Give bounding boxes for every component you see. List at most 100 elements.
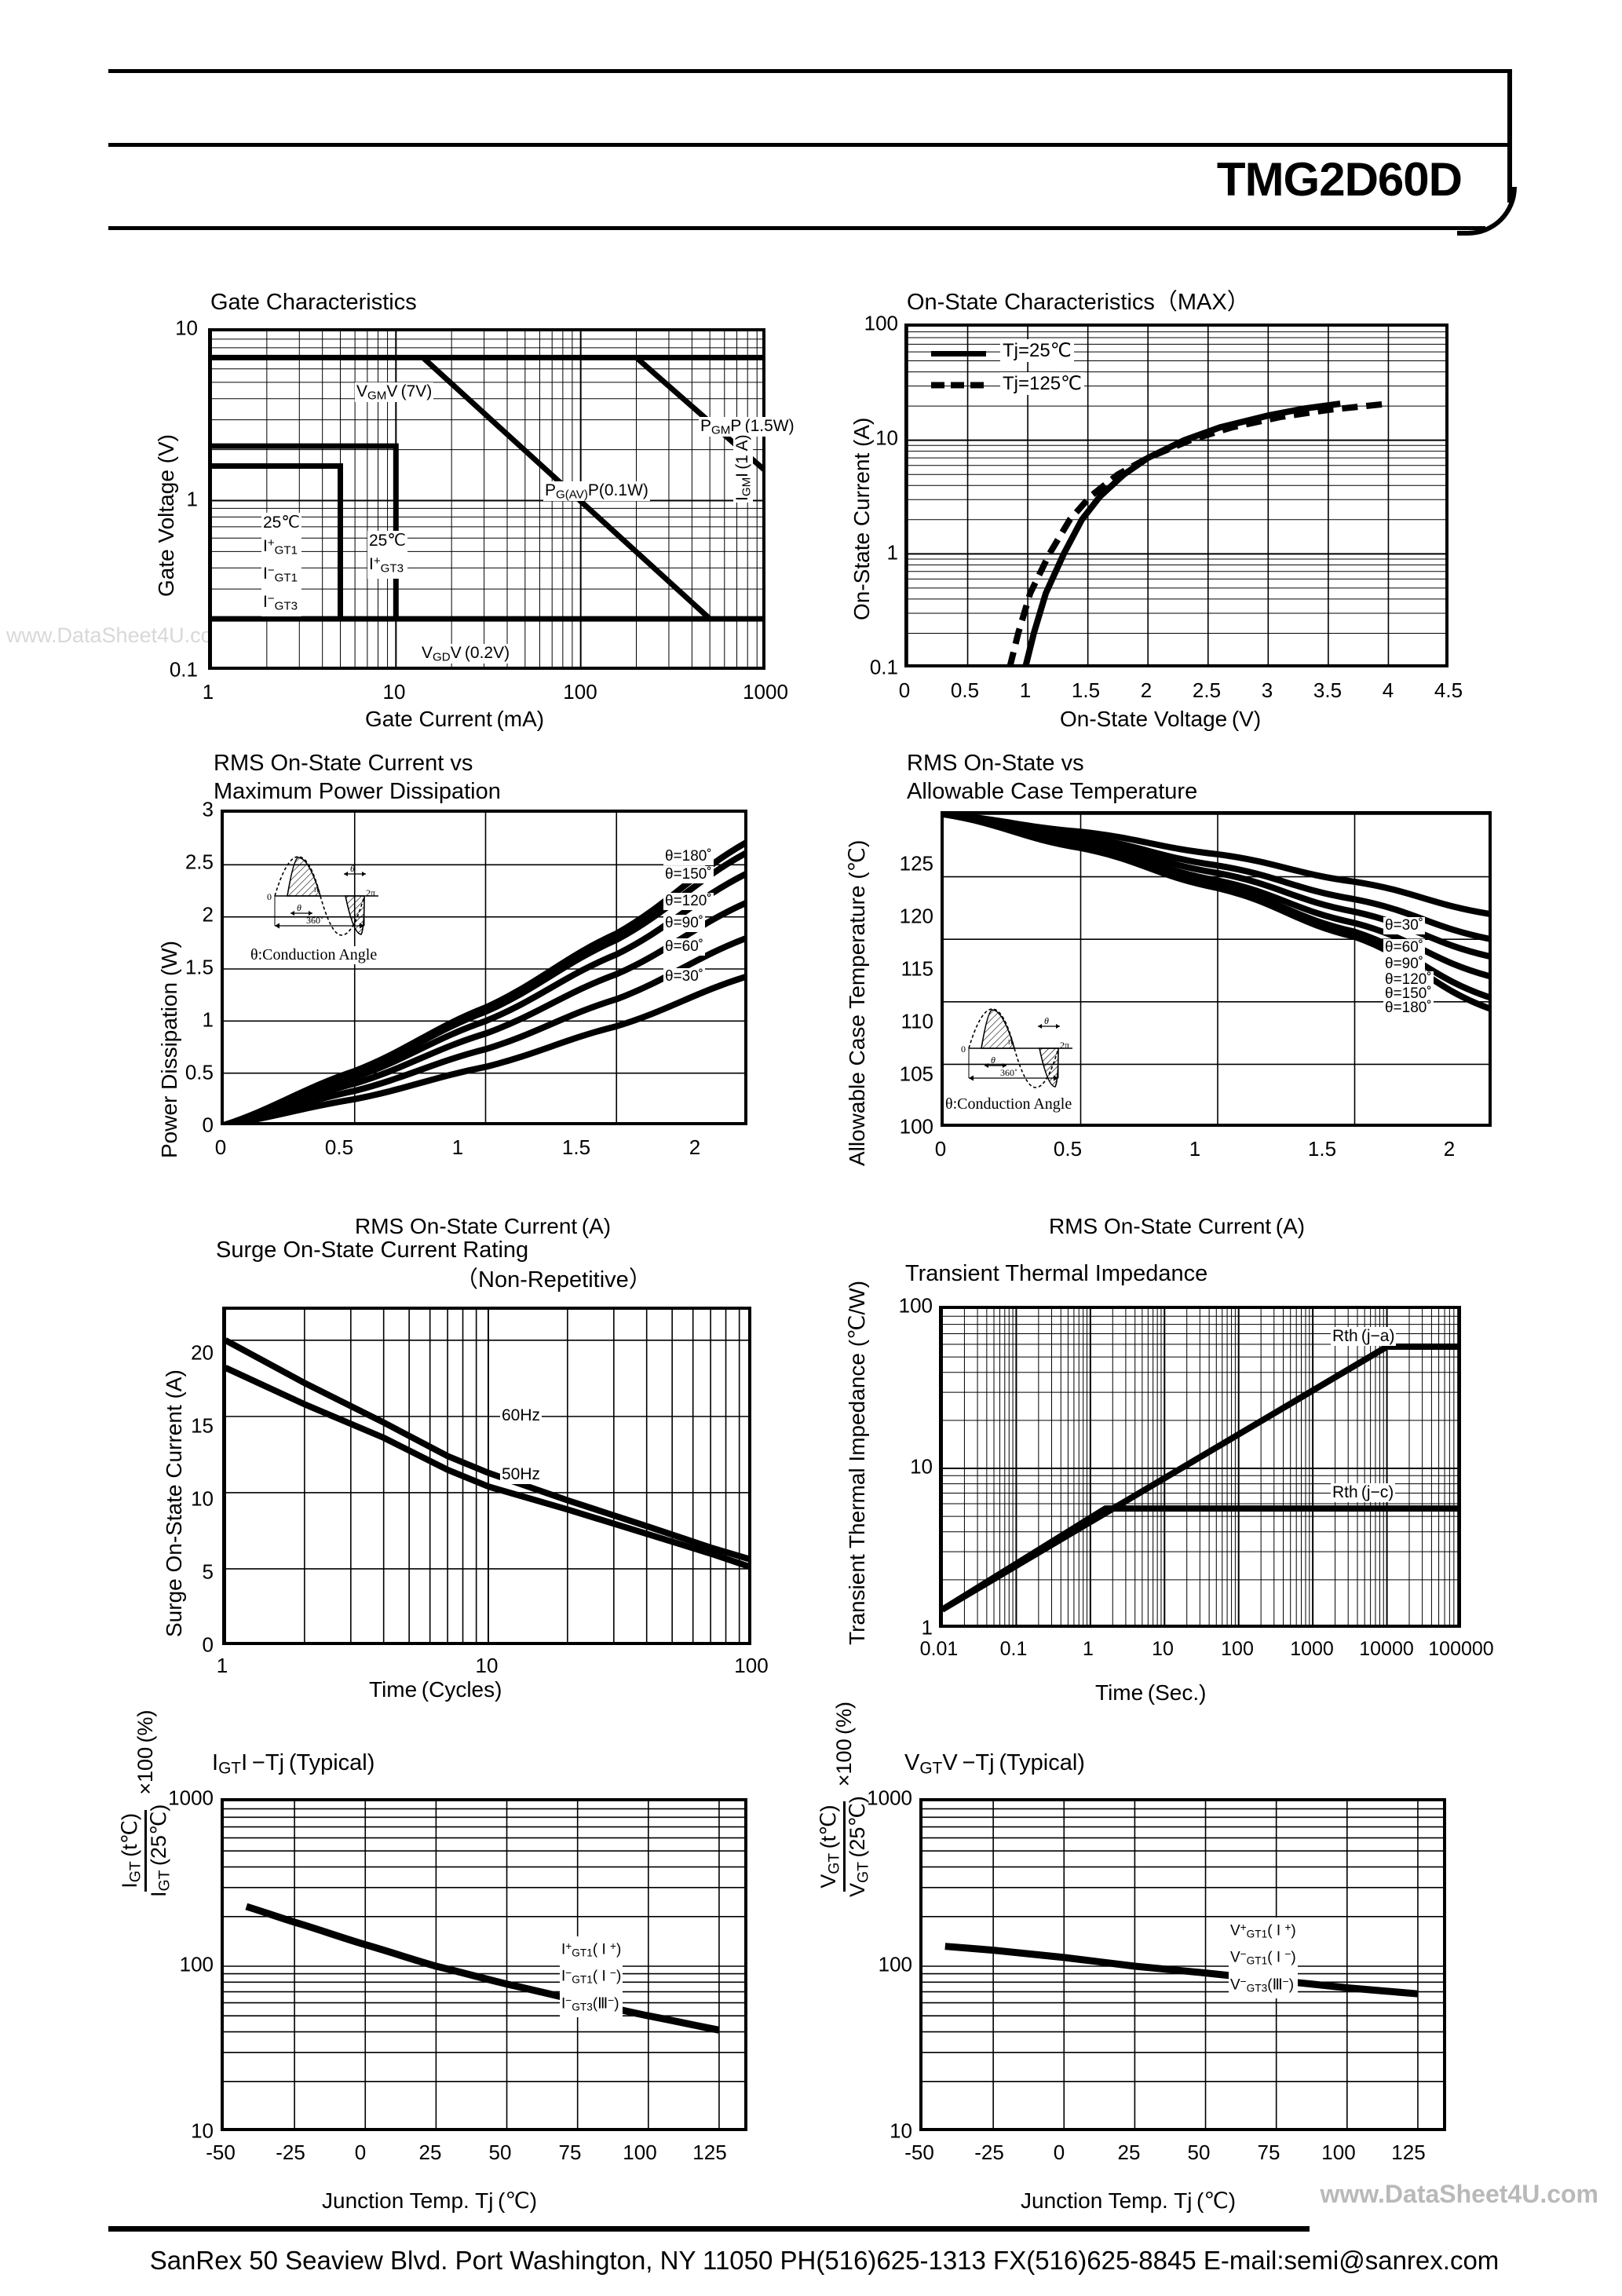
y-axis-label: Transient Thermal Impedance (℃/W) (845, 1280, 869, 1645)
data-curves (225, 1337, 748, 1570)
x-tick: -25 (276, 2141, 305, 2164)
series-legend: V+GT1( I +) V−GT1( I −) V−GT3(Ⅲ−) (1229, 1918, 1298, 1999)
x-tick: 100 (623, 2141, 657, 2164)
y-tick: 105 (899, 1062, 933, 1086)
series-label: θ=30˚ (663, 968, 706, 985)
x-tick: 0 (214, 1135, 227, 1159)
y-tick: 1 (886, 540, 898, 565)
y-axis-label: Gate Voltage (V) (154, 433, 178, 597)
y-tick: 10 (175, 316, 198, 340)
y-tick: 125 (899, 851, 933, 876)
series-label: V−GT3(Ⅲ−) (1229, 1971, 1298, 1999)
x-tick: 2 (1140, 678, 1153, 702)
y-tick: 0 (202, 1632, 214, 1657)
inset-pi: π (1008, 1036, 1013, 1047)
y-axis-label-tail: ×100 (%) (133, 1709, 157, 1795)
y-tick: 120 (899, 904, 933, 928)
igt3-minus: I−GT3 (261, 588, 301, 617)
annotation-pgav-text: P(0.1W) (587, 481, 648, 499)
y-axis-label: Allowable Case Temperature (℃) (845, 839, 869, 1166)
y-tick: 100 (898, 1293, 933, 1318)
legend-label: Tj=25℃ (1000, 339, 1074, 362)
y-tick: 1000 (168, 1786, 214, 1810)
series-label: Rth (j−c) (1331, 1483, 1396, 1502)
x-tick: 1 (451, 1135, 464, 1159)
chart-title-sub: GT (218, 1759, 242, 1778)
annotation-vgm-text: V (7V) (386, 382, 433, 400)
x-tick: 0.5 (324, 1135, 354, 1159)
y-tick: 10 (191, 2119, 214, 2143)
inset-span: 360˚ (1000, 1067, 1017, 1078)
data-curves (1006, 400, 1389, 664)
plot-area (208, 328, 765, 670)
y-axis-denominator: IGT (25℃) (146, 1804, 173, 1897)
conduction-angle-inset: 0 π 2π θ θ 360˚ (267, 856, 378, 936)
x-tick: 1 (1189, 1137, 1201, 1161)
annotation-igm-text: I (1 A) (733, 434, 751, 477)
data-curves (944, 1943, 1419, 1998)
y-tick: 5 (202, 1559, 214, 1584)
y-tick: 1 (186, 487, 198, 511)
series-label: Rth (j−a) (1331, 1327, 1397, 1346)
plot-area: V+GT1( I +) V−GT1( I −) V−GT3(Ⅲ−) (919, 1798, 1446, 2131)
series-label: θ=120˚ (663, 893, 714, 910)
series-label: 50Hz (500, 1465, 542, 1484)
plot-svg (908, 327, 1445, 664)
igt3-plus: I+GT3 (367, 551, 407, 579)
series-label: θ=120˚ (1383, 971, 1434, 989)
series-label: θ=60˚ (663, 938, 706, 956)
inset-caption: θ:Conduction Angle (944, 1095, 1074, 1113)
inset-twopi: 2π (1060, 1040, 1069, 1051)
x-tick: 1 (216, 1654, 228, 1677)
x-tick: 2 (1443, 1137, 1456, 1161)
y-tick: 1.5 (184, 955, 214, 979)
chart-title-sub: GT (919, 1759, 943, 1778)
part-number: TMG2D60D (1216, 153, 1463, 206)
x-tick: 1000 (743, 680, 788, 704)
y-axis-label-tail: ×100 (%) (831, 1702, 856, 1787)
annotation-igm: IGMI (1 A) (733, 433, 754, 503)
x-tick: 1.5 (561, 1135, 591, 1159)
inset-caption: θ:Conduction Angle (249, 946, 379, 964)
x-axis-label: Gate Current (mA) (365, 707, 545, 731)
plot-area: 60Hz 50Hz (222, 1307, 751, 1645)
plot-svg (211, 331, 762, 667)
x-axis-label: Time (Cycles) (369, 1677, 502, 1702)
y-tick: 100 (864, 311, 898, 335)
y-tick: 115 (901, 956, 933, 981)
watermark-bottom-right: www.DataSheet4U.com (1320, 2180, 1598, 2208)
x-axis-label: Junction Temp. Tj (℃) (1021, 2188, 1237, 2213)
igt1-minus: I−GT1 (261, 561, 301, 589)
data-curves (245, 1903, 720, 2034)
inset-theta: θ (1044, 1015, 1049, 1026)
x-tick: -50 (904, 2141, 934, 2164)
series-label: θ=180˚ (1383, 1000, 1434, 1017)
y-tick: 2 (202, 902, 214, 927)
chart-title: IGTI −Tj (Typical) (212, 1750, 375, 1778)
x-tick: 0.01 (919, 1638, 959, 1660)
y-tick: 0.1 (869, 655, 898, 679)
x-tick: 100 (563, 680, 597, 704)
y-tick: 0.1 (169, 657, 198, 682)
chart-title: VGTV −Tj (Typical) (904, 1750, 1085, 1778)
chart-title: Gate Characteristics (210, 290, 417, 315)
x-tick: 0.5 (950, 678, 980, 702)
series-label: θ=90˚ (1383, 956, 1426, 973)
y-tick: 100 (899, 1114, 933, 1139)
plot-svg (224, 1801, 744, 2128)
x-tick: 2.5 (1192, 678, 1222, 702)
watermark-left: www.DataSheet4U.com (6, 623, 231, 647)
legend-swatch-dashed (931, 382, 988, 389)
y-tick: 10 (191, 1486, 214, 1511)
inset-theta: θ (350, 863, 355, 874)
chart-title-line2: Maximum Power Dissipation (214, 779, 501, 804)
temp-label: 25℃ (367, 531, 407, 551)
conduction-angle-inset: 0 π 2π θ θ 360˚ (961, 1008, 1072, 1088)
plot-svg (922, 1801, 1443, 2128)
x-tick: 2 (689, 1135, 701, 1159)
annotation-vgm: VGMV (7V) (355, 382, 434, 403)
x-tick: 100 (1221, 1638, 1254, 1660)
chart-title-text: I −Tj (Typical) (241, 1750, 375, 1775)
y-tick: 2.5 (184, 850, 214, 874)
